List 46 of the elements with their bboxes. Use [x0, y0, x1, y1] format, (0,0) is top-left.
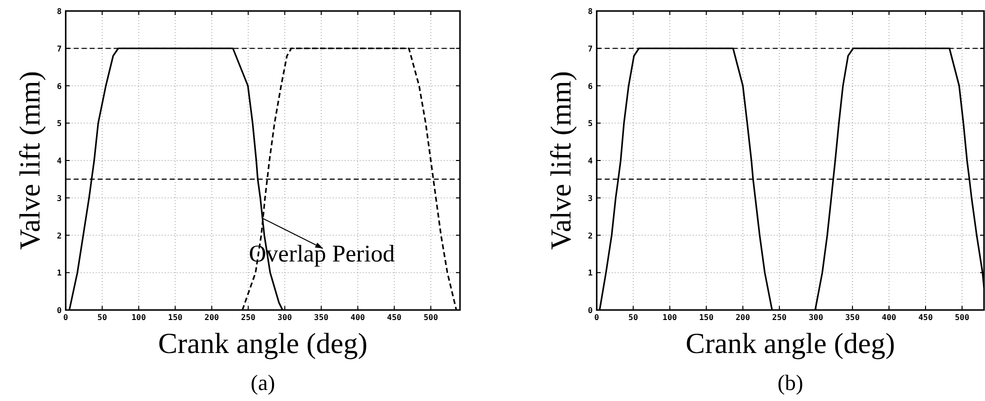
y-tick-label: 0	[588, 306, 593, 315]
x-tick-label: 100	[131, 313, 146, 322]
x-tick-label: 50	[628, 313, 638, 322]
x-tick-label: 500	[424, 313, 438, 322]
y-tick-label: 2	[56, 231, 62, 240]
y-tick-label: 6	[56, 82, 62, 91]
x-tick-label: 350	[845, 313, 860, 322]
x-tick-label: 400	[350, 313, 366, 322]
x-tick-label: 350	[314, 313, 329, 322]
y-tick-label: 8	[56, 7, 62, 16]
y-tick-label: 5	[588, 119, 593, 128]
x-tick-label: 450	[387, 313, 402, 322]
y-tick-label: 7	[588, 44, 593, 54]
x-tick-label: 500	[954, 313, 970, 322]
y-axis-title: Valve lift (mm)	[546, 71, 578, 250]
y-tick-label: 3	[588, 194, 593, 203]
text: (a)	[250, 370, 276, 395]
y-tick-label: 1	[56, 268, 62, 278]
x-tick-label: 200	[204, 313, 220, 322]
x-tick-label: 100	[662, 313, 678, 322]
y-axis-title: Valve lift (mm)	[14, 71, 47, 250]
y-tick-label: 4	[56, 156, 62, 166]
x-tick-label: 50	[97, 313, 108, 322]
x-tick-label: 300	[278, 313, 292, 322]
x-tick-label: 150	[168, 313, 183, 322]
y-tick-label: 2	[588, 231, 593, 240]
y-tick-label: 4	[588, 156, 593, 166]
x-tick-label: 200	[736, 313, 750, 322]
y-tick-label: 1	[588, 268, 593, 278]
y-tick-label: 8	[588, 7, 593, 16]
x-tick-label: 300	[808, 313, 824, 322]
y-tick-label: 7	[56, 44, 62, 54]
y-tick-label: 6	[588, 82, 593, 91]
y-tick-label: 5	[56, 119, 62, 128]
x-tick-label: 150	[699, 313, 714, 322]
x-tick-label: 400	[882, 313, 896, 322]
x-tick-label: 450	[918, 313, 933, 322]
y-tick-label: 0	[56, 306, 62, 315]
x-tick-label: 0	[594, 313, 600, 322]
x-tick-label: 0	[63, 313, 68, 322]
x-axis-title: Crank angle (deg)	[158, 328, 368, 360]
x-axis-title: Crank angle (deg)	[686, 328, 896, 360]
x-tick-label: 250	[241, 313, 256, 322]
x-tick-label: 250	[772, 313, 787, 322]
y-tick-label: 3	[56, 194, 62, 203]
text: (b)	[778, 370, 804, 395]
